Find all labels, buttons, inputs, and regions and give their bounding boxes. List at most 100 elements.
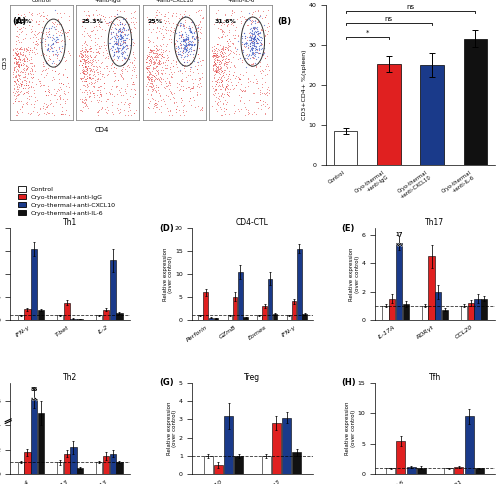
Point [12,18,20,26]
Point [102,89,110,97]
Point [216,51,224,59]
Point [220,60,228,67]
Point [90,67,98,75]
Point [210,77,218,85]
Point [195,6,203,14]
Text: (A): (A) [12,17,27,26]
Point [61,97,69,105]
Point [45,88,53,96]
Point [15,97,23,105]
Point [146,72,154,79]
Point [116,84,124,92]
Point [161,84,169,92]
Point [246,26,254,33]
Point [255,49,263,57]
Point [178,36,186,44]
Point [28,78,36,86]
Point [160,40,168,47]
Point [146,55,154,62]
Point [151,108,159,116]
Point [90,80,98,88]
Point [66,26,74,34]
Point [114,15,122,23]
Point [84,58,92,65]
Point [48,36,56,44]
Point [254,30,262,38]
Point [9,45,17,53]
Point [222,76,230,84]
Point [247,17,255,25]
Point [186,37,194,45]
Point [248,53,256,60]
Point [192,65,200,73]
Bar [474,299,480,320]
Point [18,80,25,88]
Point [252,36,260,44]
Point [263,60,271,68]
Point [98,91,106,99]
Point [254,6,262,14]
Point [252,63,260,71]
Point [258,39,266,46]
Point [182,18,190,26]
Point [36,38,44,45]
Point [14,60,22,68]
Point [12,78,20,86]
Point [42,72,50,79]
Bar [110,454,116,474]
Point [159,22,167,30]
Point [224,46,232,54]
Point [249,44,257,52]
Point [84,81,92,89]
Point [119,75,127,83]
Point [146,37,154,45]
Point [168,90,176,97]
Point [114,41,122,48]
Point [231,34,239,42]
Point [82,12,90,19]
Point [246,32,254,40]
Point [148,64,156,72]
Point [180,37,188,45]
Point [52,29,60,36]
Point [250,108,258,116]
Point [179,35,187,43]
Point [118,38,126,45]
Point [121,87,129,94]
Point [106,25,114,32]
Point [46,55,54,63]
Point [108,19,116,27]
Point [124,100,132,107]
Point [94,74,102,81]
Point [214,53,222,60]
Point [147,79,155,87]
Point [194,61,202,69]
Point [260,55,268,62]
Point [146,69,154,77]
Point [118,21,126,29]
Text: 85: 85 [30,387,38,392]
Point [146,68,154,76]
Point [230,53,237,61]
Point [103,109,111,117]
Point [172,79,180,87]
Point [218,76,226,83]
Point [144,62,152,70]
Point [120,55,128,62]
Point [62,106,70,113]
Point [180,10,188,18]
Point [182,39,190,46]
Text: (D): (D) [159,224,174,232]
Point [16,45,24,53]
Point [242,40,250,48]
Point [232,81,240,89]
Point [153,24,161,32]
Point [50,60,58,67]
Bar [292,453,302,474]
Point [253,18,261,26]
Point [80,37,88,45]
Point [211,66,219,74]
Point [216,64,224,72]
Point [28,46,36,54]
Point [114,38,122,46]
